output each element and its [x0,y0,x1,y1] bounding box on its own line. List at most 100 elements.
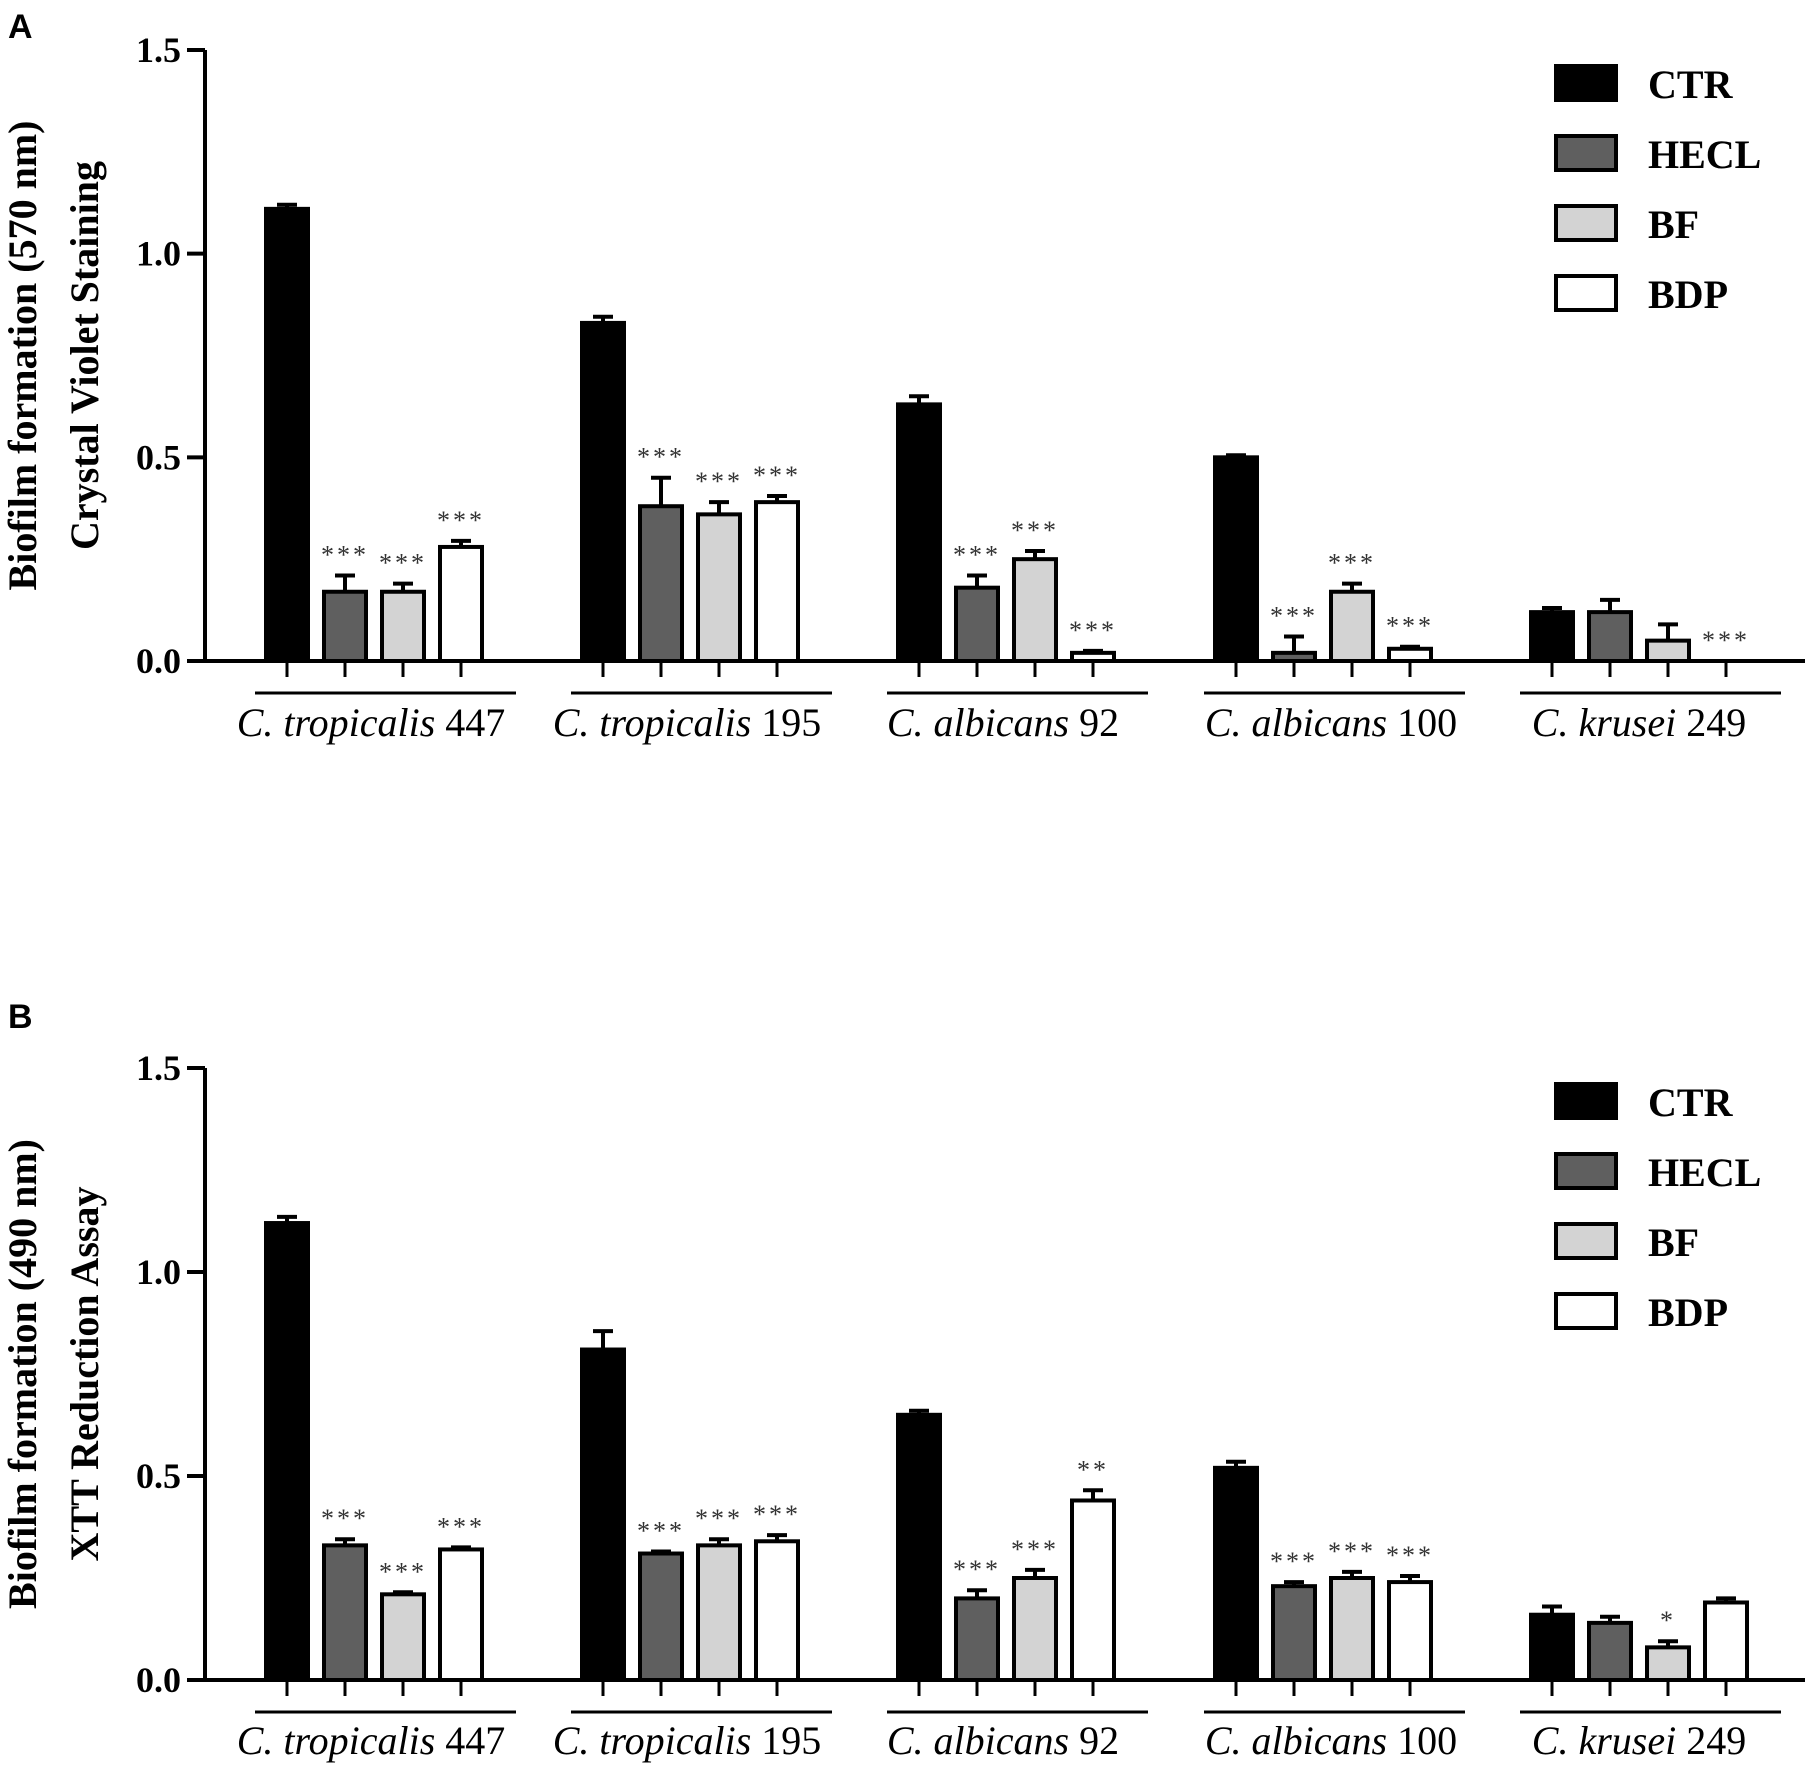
category-strain: 92 [1069,1718,1119,1763]
bar-bdp [1070,1498,1116,1682]
significance-mark: *** [321,1504,369,1533]
bar-ctr [580,320,626,663]
y-tick-label: 0.5 [136,437,181,477]
category-species: C. albicans [1205,1718,1387,1763]
y-tick-label: 1.0 [136,234,181,274]
category-strain: 447 [435,1718,505,1763]
bar-hecl [954,1596,1000,1683]
category-species: C. albicans [887,700,1069,745]
category-strain: 100 [1387,700,1457,745]
significance-mark: *** [753,461,801,490]
legend-label: CTR [1648,62,1734,107]
significance-mark: *** [1702,626,1750,655]
legend-swatch-ctr [1554,64,1618,102]
significance-mark: *** [953,1555,1001,1584]
category-label: C. albicans 100 [1205,700,1457,745]
category-label: C. albicans 100 [1205,1718,1457,1763]
significance-mark: *** [1386,612,1434,641]
bar-bf [696,512,742,663]
bar-ctr [1213,455,1259,664]
significance-mark: *** [321,540,369,569]
legend-swatch-bf [1554,204,1618,242]
category-label: C. tropicalis 195 [553,1718,822,1763]
bar-bdp [754,500,800,664]
bar-hecl [1587,1620,1633,1683]
y-tick-label: 0.5 [136,1456,181,1496]
significance-mark: *** [1386,1541,1434,1570]
category-species: C. albicans [1205,700,1387,745]
category-strain: 249 [1676,1718,1746,1763]
category-label: C. tropicalis 195 [553,700,822,745]
bar-bdp [438,544,484,663]
y-tick-label: 0.0 [136,641,181,681]
category-species: C. tropicalis [553,700,752,745]
bar-ctr [896,1412,942,1683]
y-tick-label: 1.0 [136,1252,181,1292]
category-strain: 447 [435,700,505,745]
bar-bf [1645,638,1691,664]
significance-mark: *** [953,540,1001,569]
category-label: C. tropicalis 447 [237,1718,506,1763]
bar-bf [1329,589,1375,664]
bar-bf [1645,1645,1691,1682]
legend-swatch-hecl [1554,1152,1618,1190]
significance-mark: *** [437,1512,485,1541]
significance-mark: *** [695,467,743,496]
significance-mark: *** [637,1516,685,1545]
bar-hecl [322,1543,368,1682]
significance-mark: ** [1077,1455,1109,1484]
bar-bf [1012,1576,1058,1682]
panel-letter: A [8,8,33,46]
bar-ctr [580,1347,626,1683]
legend-label: BF [1648,202,1699,247]
bar-bdp [1703,1600,1749,1682]
significance-mark: *** [1270,602,1318,631]
category-species: C. tropicalis [237,1718,436,1763]
y-axis-label-line-1: Biofilm formation (570 nm) [0,121,45,591]
panel-a: A Biofilm formation (570 nm) Crystal Viole… [0,8,1805,745]
category-species: C. krusei [1532,1718,1676,1763]
y-axis-label-line-1: Biofilm formation (490 nm) [0,1139,45,1609]
category-species: C. krusei [1532,700,1676,745]
category-strain: 195 [751,1718,821,1763]
legend-swatch-bf [1554,1222,1618,1260]
significance-mark: * [1660,1606,1676,1635]
significance-mark: *** [1011,516,1059,545]
category-strain: 249 [1676,700,1746,745]
bar-hecl [638,1551,684,1683]
category-strain: 195 [751,700,821,745]
significance-mark: *** [637,443,685,472]
bar-hecl [322,589,368,664]
legend-label: BDP [1648,1290,1728,1335]
category-species: C. tropicalis [553,1718,752,1763]
panel-letter: B [8,998,33,1036]
legend-label: HECL [1648,132,1761,177]
legend-label: CTR [1648,1080,1734,1125]
bar-hecl [1271,1584,1317,1683]
significance-mark: *** [1328,549,1376,578]
bar-bdp [1387,646,1433,664]
legend-label: HECL [1648,1150,1761,1195]
significance-mark: *** [379,549,427,578]
bar-hecl [954,585,1000,663]
bar-ctr [1529,610,1575,663]
category-strain: 92 [1069,700,1119,745]
bar-hecl [1271,650,1317,663]
legend-swatch-bdp [1554,1292,1618,1330]
legend-swatch-hecl [1554,134,1618,172]
y-axis-label-line-2: Crystal Violet Staining [62,161,107,550]
bar-hecl [1587,610,1633,663]
significance-mark: *** [1270,1547,1318,1576]
bar-hecl [638,504,684,664]
bar-bdp [1070,650,1116,663]
y-tick-label: 0.0 [136,1660,181,1700]
legend-label: BDP [1648,272,1728,317]
significance-mark: *** [753,1500,801,1529]
significance-mark: *** [437,506,485,535]
bar-bf [696,1543,742,1682]
category-strain: 100 [1387,1718,1457,1763]
significance-mark: *** [695,1504,743,1533]
category-species: C. albicans [887,1718,1069,1763]
significance-mark: *** [379,1557,427,1586]
